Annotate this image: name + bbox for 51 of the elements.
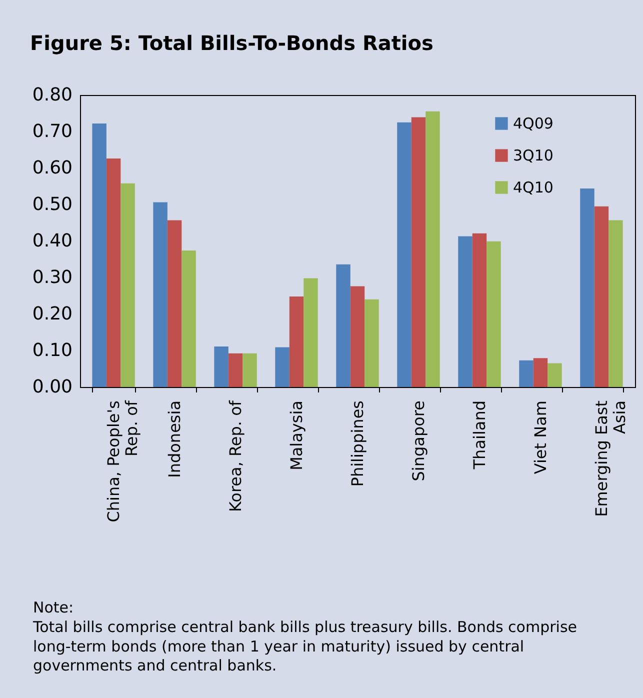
bar: [472, 233, 487, 387]
bar: [397, 122, 412, 387]
y-tick-label: 0.00: [32, 376, 72, 398]
bar: [304, 278, 318, 387]
bar: [364, 299, 379, 387]
x-tick-label: Malaysia: [287, 400, 306, 470]
bar: [336, 264, 350, 387]
y-tick-label: 0.20: [32, 304, 72, 324]
y-tick-label: 0.50: [32, 194, 72, 215]
bar: [350, 286, 365, 387]
bar: [289, 296, 304, 387]
y-tick-label: 0.40: [32, 230, 72, 252]
bar: [533, 358, 548, 387]
x-tick-label: Thailand: [470, 400, 489, 470]
bar: [608, 220, 623, 387]
bar: [548, 363, 562, 387]
bar: [228, 353, 243, 387]
bar: [519, 360, 534, 387]
x-tick-label: Korea, Rep. of: [226, 400, 246, 512]
text: Total bills comprise central bank bills plus treasury bills. Bonds comprise long-term bonds (more than 1 year in maturity) issued by central governments and central banks.: [32, 618, 577, 675]
y-tick-label: 0.30: [32, 267, 72, 288]
x-tick-label: Indonesia: [165, 400, 184, 478]
legend-label: 3Q10: [513, 146, 554, 164]
x-tick-label: Emerging East Asia: [592, 400, 629, 517]
legend-label: 4Q10: [513, 178, 554, 196]
bar: [411, 117, 426, 387]
y-tick-label: 0.80: [32, 84, 72, 106]
bar: [275, 347, 290, 387]
x-tick-label: Singapore: [408, 400, 428, 482]
bar: [580, 188, 594, 387]
bar: [214, 346, 228, 387]
bar: [426, 111, 440, 387]
bar: [458, 236, 472, 387]
text: Note:: [33, 598, 74, 616]
bar: [153, 202, 168, 387]
x-tick-label: Viet Nam: [530, 400, 550, 474]
bar: [486, 241, 501, 387]
legend-label: 4Q09: [513, 114, 554, 132]
x-tick-label: China, People's Rep. of: [104, 400, 142, 522]
bar: [594, 206, 609, 387]
y-tick-label: 0.70: [32, 121, 72, 142]
chart-title: Figure 5: Total Bills-To-Bonds Ratios: [30, 31, 434, 55]
bar: [182, 250, 196, 387]
y-tick-label: 0.10: [32, 340, 72, 361]
y-tick-label: 0.60: [32, 158, 72, 178]
bar: [92, 123, 106, 387]
bar: [120, 183, 135, 387]
bar: [167, 220, 182, 387]
bar: [106, 158, 121, 387]
bar: [242, 353, 257, 387]
x-tick-label: Philippines: [348, 400, 367, 487]
